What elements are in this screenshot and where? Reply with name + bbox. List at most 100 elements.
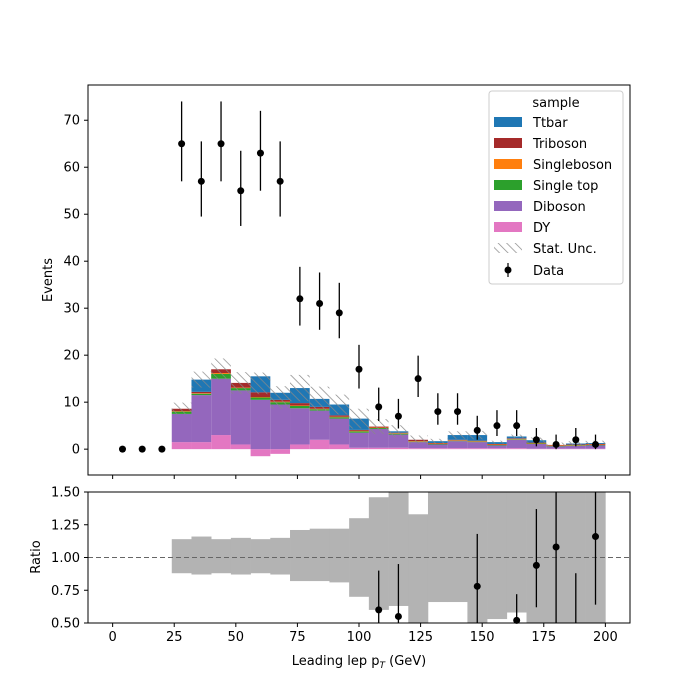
bar-single-top-8 — [329, 417, 350, 419]
main-ytick-label-60: 60 — [63, 161, 80, 176]
bar-dy-6 — [290, 444, 310, 450]
data-point-14 — [394, 412, 402, 420]
main-x-ticks — [112, 475, 606, 479]
data-point-3 — [178, 140, 186, 148]
ratio-xtick-label-175: 175 — [531, 630, 556, 645]
bar-diboson-1 — [191, 395, 212, 443]
ratio-point-1 — [394, 612, 402, 620]
stat-unc-17 — [506, 434, 527, 439]
legend-box — [488, 90, 624, 285]
bar-triboson-6 — [290, 403, 310, 406]
legend-label-data: Data — [533, 264, 564, 279]
bar-diboson-14 — [447, 441, 468, 449]
ratio-y-axis-label: Ratio — [29, 540, 44, 573]
bar-dy-3 — [230, 444, 251, 450]
legend-swatch-single-top — [494, 180, 522, 190]
bar-dy-12 — [408, 448, 428, 450]
bar-triboson-8 — [329, 415, 350, 417]
bar-singleboson-16 — [487, 444, 507, 445]
data-point-6 — [237, 187, 245, 195]
bar-dy-11 — [388, 447, 409, 450]
ratio-point-2 — [473, 582, 481, 590]
bar-dy-7 — [309, 439, 330, 450]
stat-unc-14 — [447, 431, 468, 439]
bar-triboson-4 — [250, 392, 271, 397]
ratio-band-10 — [368, 497, 389, 610]
ratio-xtick-label-75: 75 — [289, 630, 306, 645]
bar-singleboson-4 — [250, 397, 271, 398]
bar-singleboson-15 — [467, 441, 488, 442]
bar-single-top-4 — [250, 397, 271, 400]
main-y-axis-label: Events — [41, 258, 56, 302]
data-point-17 — [454, 408, 462, 416]
bar-single-top-16 — [487, 444, 507, 446]
bar-triboson-14 — [447, 439, 468, 441]
legend-label-stat-unc: Stat. Unc. — [533, 242, 597, 257]
bar-single-top-13 — [427, 443, 448, 445]
ratio-y-ticks: 0.50 0.75 1.00 1.25 1.50 — [51, 486, 88, 632]
stat-unc-13 — [427, 438, 448, 444]
ratio-ytick-label-0.50: 0.50 — [51, 617, 80, 632]
stat-unc-9 — [349, 408, 369, 429]
bar-singleboson-17 — [506, 438, 527, 440]
ratio-band-14 — [447, 492, 468, 603]
stat-unc-7 — [309, 386, 330, 412]
bar-singleboson-6 — [290, 405, 310, 406]
main-ytick-label-10: 10 — [63, 396, 80, 411]
bar-singleboson-14 — [447, 440, 468, 441]
data-point-5 — [217, 140, 225, 148]
main-y-ticks: 0 10 20 30 40 50 60 70 — [63, 114, 88, 458]
legend-title: sample — [532, 96, 579, 111]
main-panel: 0 10 20 30 40 50 60 70 Events sample Ttbar Trib… — [41, 84, 631, 479]
x-axis-label: Leading lep pT (GeV) — [292, 654, 426, 671]
bar-diboson-13 — [427, 444, 448, 449]
bar-single-top-1 — [191, 393, 212, 396]
ratio-ytick-label-0.75: 0.75 — [51, 584, 80, 599]
bar-dy-1 — [191, 442, 212, 450]
data-point-2 — [158, 445, 166, 453]
main-ytick-label-70: 70 — [63, 114, 80, 129]
data-point-0 — [118, 445, 126, 453]
bar-diboson-8 — [329, 418, 350, 445]
bar-dy-13 — [427, 448, 448, 450]
ratio-unc-band — [171, 492, 606, 623]
ratio-band-6 — [290, 529, 311, 582]
ratio-band-12 — [408, 514, 429, 623]
bar-diboson-4 — [250, 399, 271, 450]
bar-single-top-14 — [447, 440, 468, 442]
data-point-15 — [414, 375, 422, 383]
bar-dy-10 — [368, 447, 389, 450]
stat-unc-1 — [191, 371, 212, 388]
ratio-points — [375, 492, 600, 624]
legend: sample Ttbar Triboson Singleboson Single… — [488, 90, 624, 285]
ratio-xtick-label-25: 25 — [166, 630, 183, 645]
ratio-xtick-label-150: 150 — [470, 630, 495, 645]
ratio-band-5 — [270, 537, 291, 575]
ratio-band-17 — [506, 492, 527, 613]
data-point-11 — [335, 309, 343, 317]
bar-dy-9 — [349, 447, 369, 450]
ratio-band-13 — [427, 492, 448, 603]
data-point-1 — [138, 445, 146, 453]
stat-unc-10 — [368, 419, 389, 435]
bar-diboson-12 — [408, 442, 428, 449]
data-point-13 — [375, 403, 383, 411]
stat-unc-4 — [250, 372, 271, 395]
bar-single-top-17 — [506, 439, 527, 440]
legend-swatch-dy — [494, 222, 522, 232]
legend-label-singleboson: Singleboson — [533, 158, 612, 173]
main-ytick-label-40: 40 — [63, 255, 80, 270]
data-point-8 — [276, 177, 284, 185]
legend-label-single-top: Single top — [533, 179, 598, 194]
data-points — [118, 101, 600, 453]
bar-diboson-7 — [309, 410, 330, 440]
bar-dy-14 — [447, 448, 468, 450]
bar-dy-17 — [506, 448, 527, 450]
data-point-12 — [355, 365, 363, 373]
bar-diboson-2 — [211, 378, 231, 436]
bar-dy-5 — [270, 449, 291, 454]
bar-singleboson-9 — [349, 430, 369, 432]
ratio-xtick-label-50: 50 — [228, 630, 245, 645]
ratio-band-4 — [250, 539, 271, 574]
ratio-point-5 — [552, 543, 560, 551]
